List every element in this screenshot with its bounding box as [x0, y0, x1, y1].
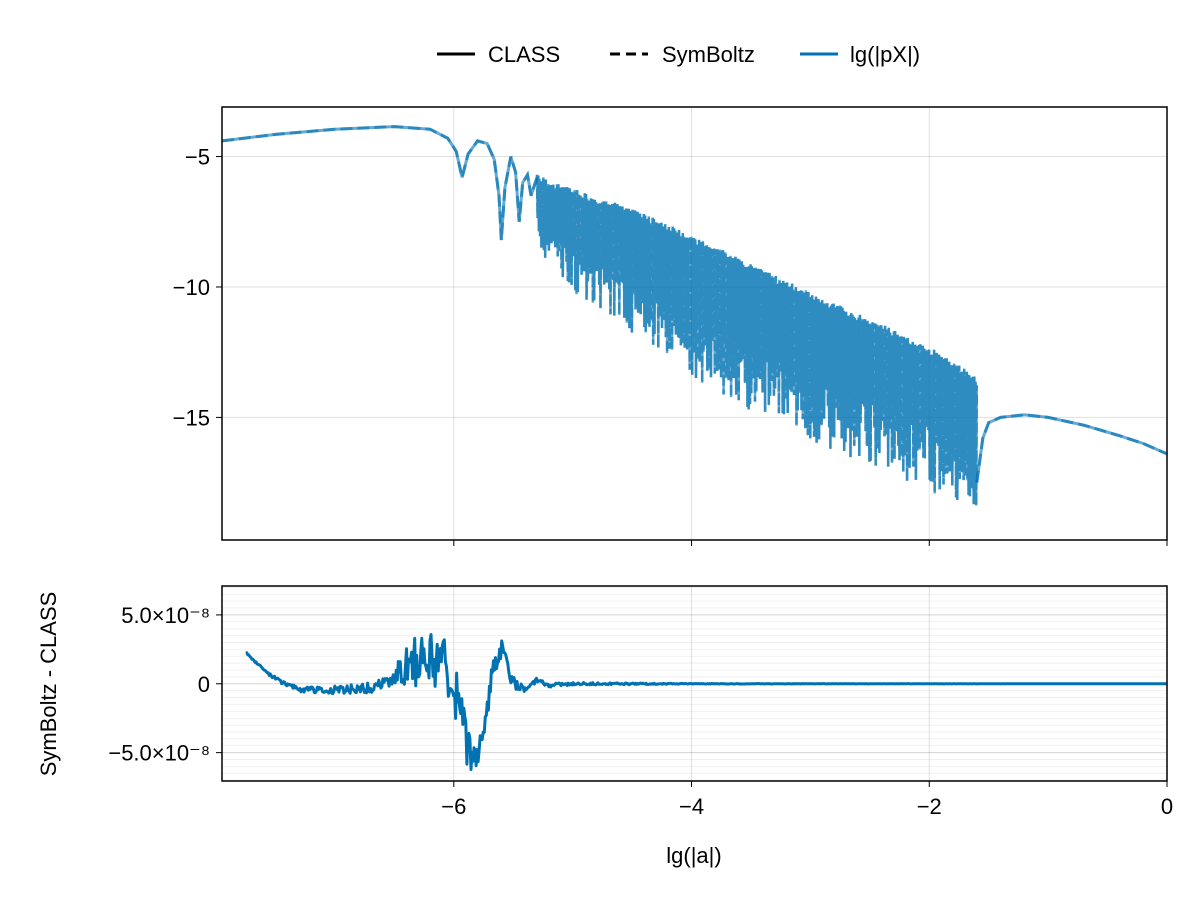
y-tick-label: −10: [173, 275, 210, 300]
series-group: [222, 125, 1167, 506]
series-class-tail: [975, 413, 1167, 483]
legend-entry-symboltz: SymBoltz: [610, 42, 755, 67]
legend: CLASS SymBoltz lg(|pX|): [437, 42, 920, 67]
x-tick-label: −6: [441, 794, 466, 819]
y-tick-label: −5.0×10⁻⁸: [108, 741, 210, 766]
legend-entry-pX: lg(|pX|): [800, 42, 920, 67]
series-symboltz-tail: [975, 413, 1167, 483]
top-panel: −5 −10 −15: [173, 106, 1168, 546]
legend-entry-class: CLASS: [437, 42, 560, 67]
y-axis-label-bottom: SymBoltz - CLASS: [36, 592, 61, 777]
series-symboltz-oscillation: [535, 174, 979, 506]
y-tick-label: −15: [173, 405, 210, 430]
bottom-panel: 5.0×10⁻⁸ 0 −5.0×10⁻⁸ −6 −4 −2 0: [108, 585, 1173, 819]
plot-frame-top: [221, 106, 1168, 541]
series-class-smooth: [222, 125, 539, 241]
y-tick-label: 0: [198, 672, 210, 697]
y-tick-label: 5.0×10⁻⁸: [121, 603, 210, 628]
x-tick-label: 0: [1161, 794, 1173, 819]
series-difference: [245, 633, 1168, 771]
legend-label-class: CLASS: [488, 42, 560, 67]
legend-label-pX: lg(|pX|): [850, 42, 920, 67]
x-axis-label: lg(|a|): [666, 843, 721, 868]
series-symboltz-smooth: [222, 125, 539, 241]
legend-label-symboltz: SymBoltz: [662, 42, 755, 67]
plot-frame-bottom: [221, 585, 1168, 782]
x-tick-label: −2: [917, 794, 942, 819]
x-tick-label: −4: [679, 794, 704, 819]
y-tick-label: −5: [185, 145, 210, 170]
